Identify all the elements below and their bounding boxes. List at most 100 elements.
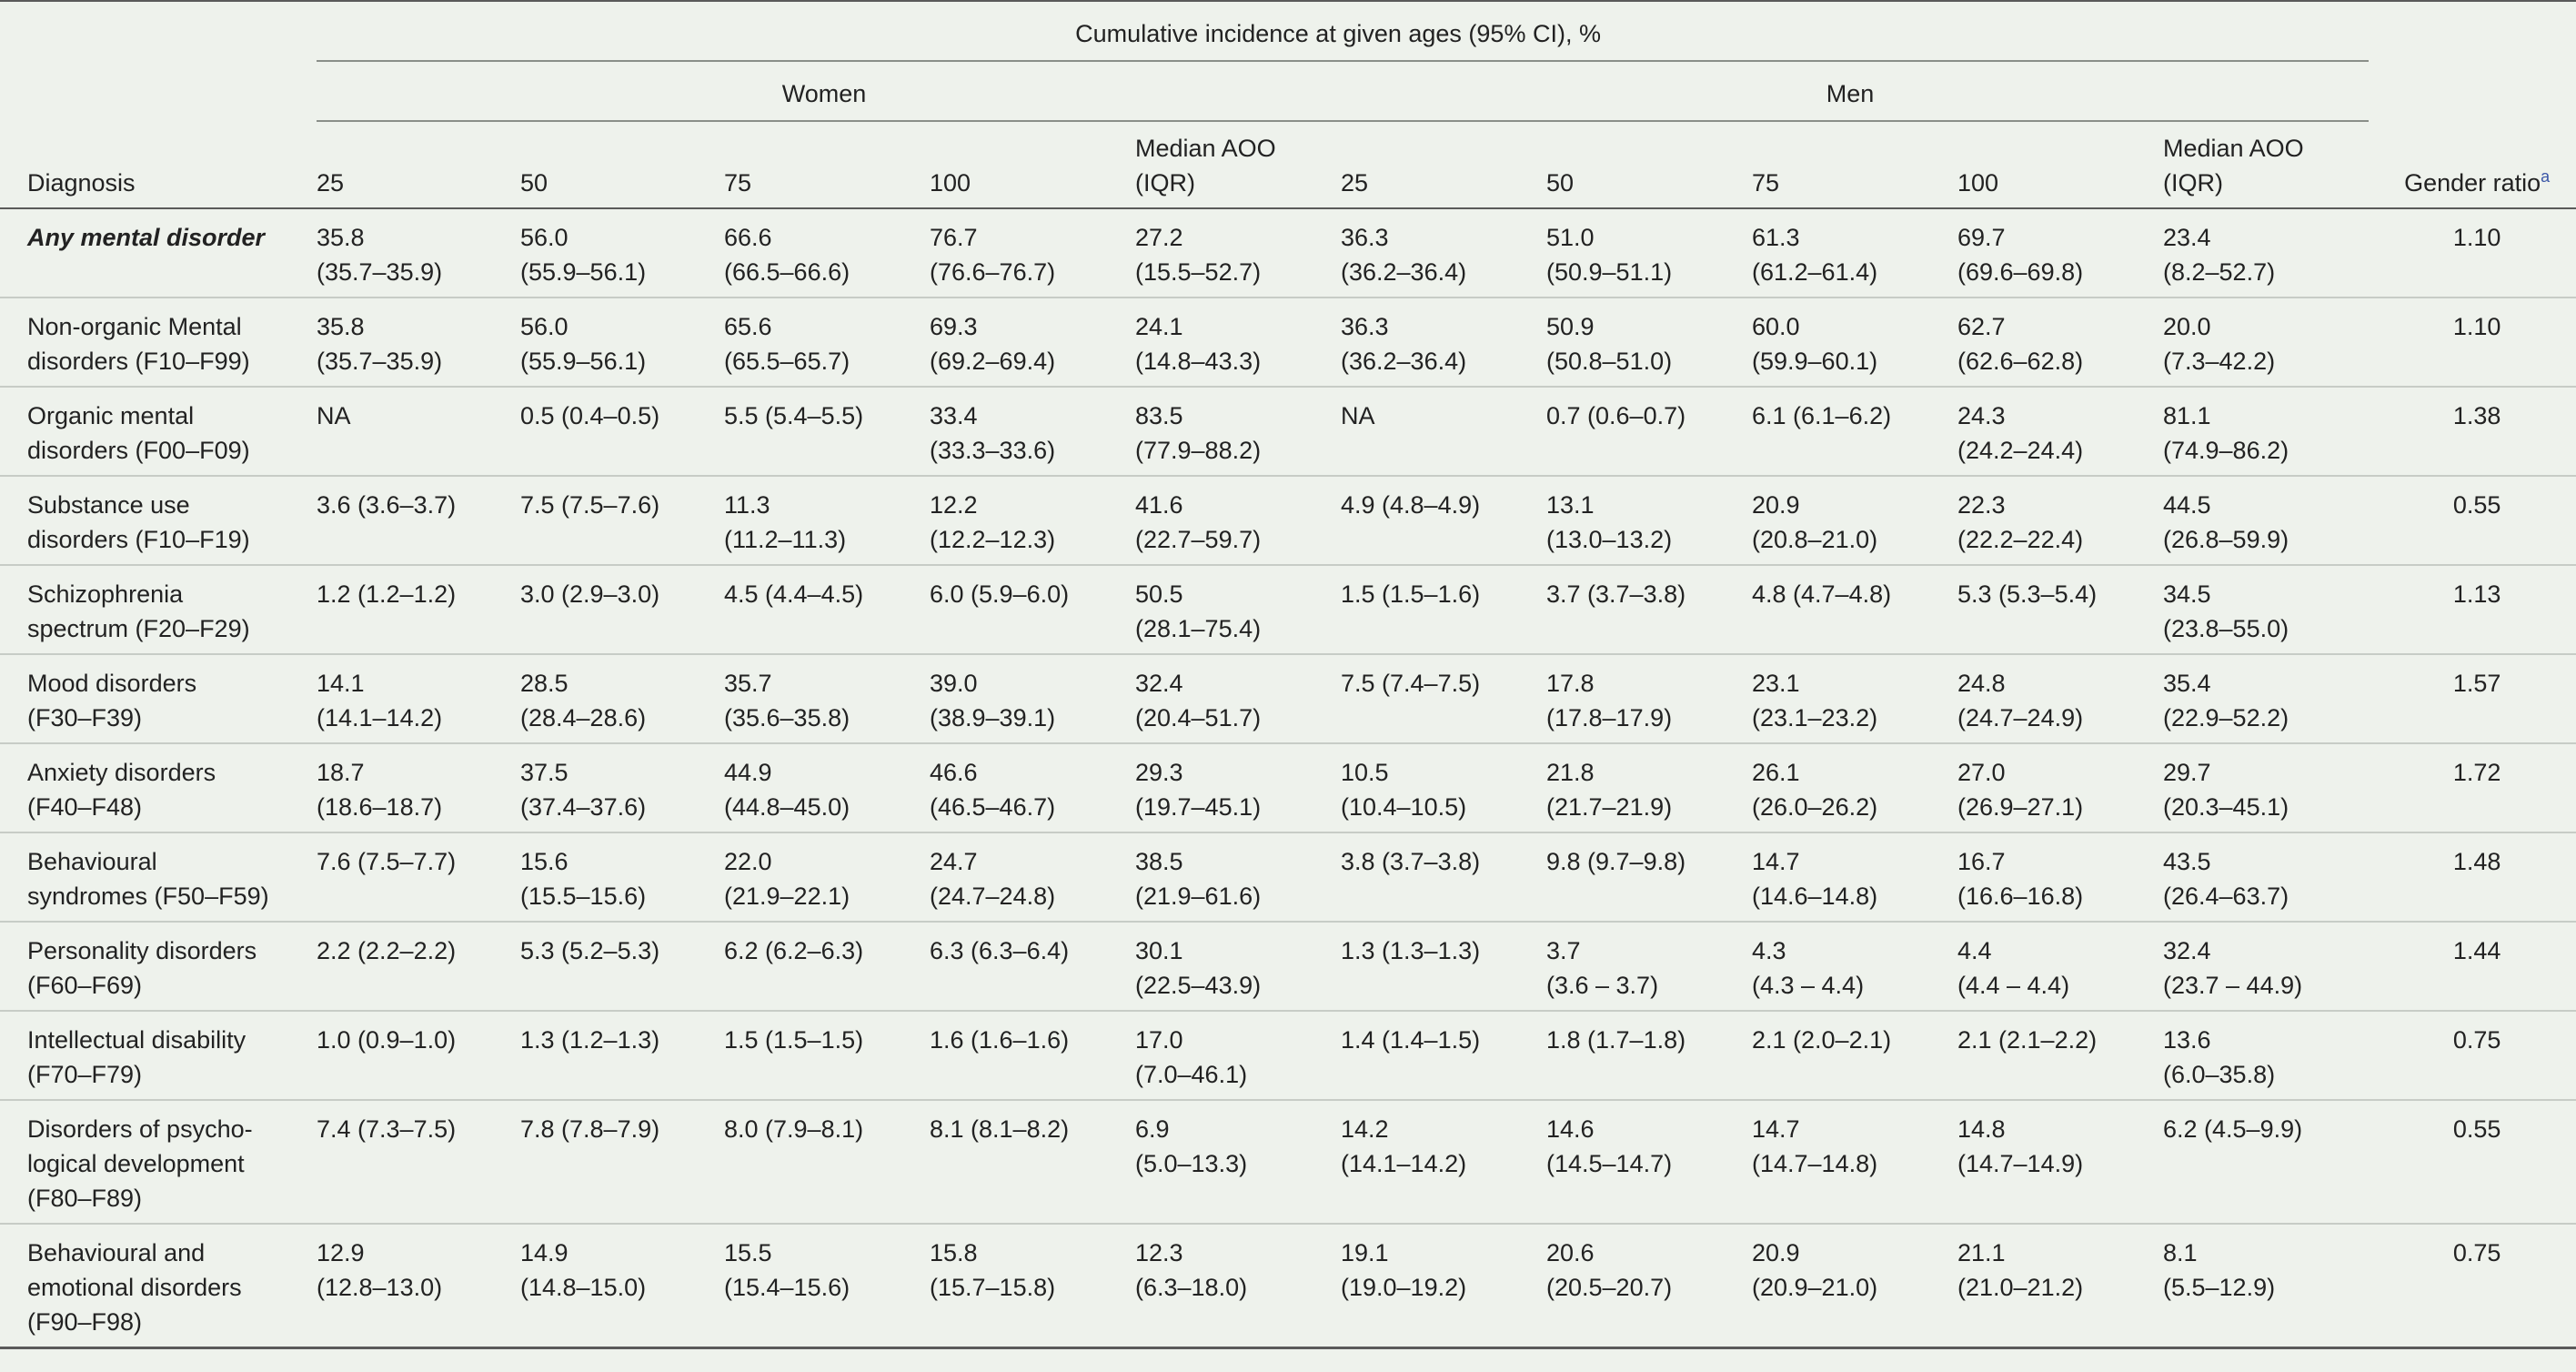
cell-value: 83.5 [1135,402,1183,429]
men-value-cell: 81.1 (74.9–86.2) [2163,387,2369,476]
diagnosis-cell: Anxiety disorders (F40–F48) [0,743,317,832]
cell-value: 41.6 [1135,491,1183,519]
cell-value: 30.1 [1135,937,1183,964]
aoo-header-line2: (IQR) [1135,169,1195,197]
cell-value: (24.7–24.9) [1957,704,2084,731]
cell-value: (33.3–33.6) [930,437,1056,464]
cell-value: (16.6–16.8) [1957,883,2084,910]
diagnosis-label: disorders (F10–F99) [27,348,250,375]
cell-value: 22.0 [724,848,772,875]
diagnosis-label: emotional disorders [27,1274,242,1301]
women-value-cell: 24.7 (24.7–24.8) [930,832,1135,922]
diagnosis-label: Non-organic Mental [27,313,242,340]
cell-value: (24.2–24.4) [1957,437,2084,464]
cell-value: (35.7–35.9) [317,258,443,286]
cell-value: (10.4–10.5) [1341,793,1467,821]
cell-value: 27.0 [1957,759,2006,786]
men-value-cell: 13.1 (13.0–13.2) [1546,476,1752,565]
women-value-cell: 32.4 (20.4–51.7) [1135,654,1341,743]
cell-value: (14.8–15.0) [520,1274,647,1301]
diagnosis-label: Personality disorders [27,937,257,964]
cell-value: 28.5 [520,670,569,697]
men-value-cell: 3.8 (3.7–3.8) [1341,832,1546,922]
diagnosis-label: (F40–F48) [27,793,143,821]
cell-value: 27.2 [1135,224,1183,251]
men-value-cell: 4.3 (4.3 – 4.4) [1752,922,1957,1011]
women-value-cell: 38.5 (21.9–61.6) [1135,832,1341,922]
cell-value: (19.0–19.2) [1341,1274,1467,1301]
men-value-cell: 3.7 (3.7–3.8) [1546,565,1752,654]
diagnosis-label: spectrum (F20–F29) [27,615,250,642]
women-value-cell: 5.5 (5.4–5.5) [724,387,930,476]
women-value-cell: 37.5 (37.4–37.6) [520,743,724,832]
diagnosis-label: Behavioural [27,848,157,875]
column-header-men-median-aoo: Median AOO (IQR) [2163,121,2370,209]
footnote-marker[interactable]: a [2541,167,2551,186]
women-value-cell: 15.8 (15.7–15.8) [930,1224,1135,1348]
diagnosis-label: Substance use [27,491,190,519]
cell-value: 32.4 [2163,937,2211,964]
cell-value: 65.6 [724,313,772,340]
cell-value: 1.2 (1.2–1.2) [317,580,457,608]
diagnosis-cell: Behavioural syndromes (F50–F59) [0,832,317,922]
cell-value: 7.5 (7.4–7.5) [1341,670,1481,697]
column-header-gender-ratio: Gender ratioa [2369,121,2576,209]
cell-value: (6.0–35.8) [2163,1061,2276,1088]
men-value-cell: 9.8 (9.7–9.8) [1546,832,1752,922]
women-value-cell: 65.6 (65.5–65.7) [724,298,930,387]
women-value-cell: 24.1 (14.8–43.3) [1135,298,1341,387]
cell-value: (24.7–24.8) [930,883,1056,910]
cell-value: 50.9 [1546,313,1595,340]
cell-value: 8.0 (7.9–8.1) [724,1115,864,1143]
diagnosis-label: (F30–F39) [27,704,143,731]
cell-value: NA [1341,402,1375,429]
women-value-cell: 39.0 (38.9–39.1) [930,654,1135,743]
diagnosis-label: Schizophrenia [27,580,184,608]
gender-ratio-cell: 1.48 [2452,848,2501,875]
men-value-cell: 4.9 (4.8–4.9) [1341,476,1546,565]
group-header-women: Women [317,61,1341,122]
cell-value: 9.8 (9.7–9.8) [1546,848,1686,875]
cell-value: (22.7–59.7) [1135,526,1262,553]
diagnosis-label: Disorders of psycho- [27,1115,253,1143]
women-value-cell: 22.0 (21.9–22.1) [724,832,930,922]
cell-value: (35.6–35.8) [724,704,850,731]
cell-value: (74.9–86.2) [2163,437,2289,464]
cell-value: 32.4 [1135,670,1183,697]
diagnosis-label: Organic mental [27,402,195,429]
cell-value: 24.8 [1957,670,2006,697]
cell-value: 7.6 (7.5–7.7) [317,848,457,875]
diagnosis-label: Anxiety disorders [27,759,216,786]
men-value-cell: 22.3 (22.2–22.4) [1957,476,2163,565]
cell-value: 1.0 (0.9–1.0) [317,1026,457,1054]
cell-value: 3.7 [1546,937,1581,964]
cell-value: (20.8–21.0) [1752,526,1878,553]
women-value-cell: 4.5 (4.4–4.5) [724,565,930,654]
gender-ratio-cell: 1.57 [2452,670,2501,697]
cell-value: (23.7 – 44.9) [2163,972,2303,999]
table-body: Any mental disorder 35.8 (35.7–35.9) 56.0 (5… [0,208,2576,1348]
cell-value: 3.8 (3.7–3.8) [1341,848,1481,875]
cell-value: (46.5–46.7) [930,793,1056,821]
column-header-women-median-aoo: Median AOO (IQR) [1135,121,1341,209]
cell-value: 69.3 [930,313,978,340]
women-value-cell: 3.0 (2.9–3.0) [520,565,724,654]
group-header-men: Men [1341,61,2370,122]
cell-value: 50.5 [1135,580,1183,608]
women-value-cell: 35.7 (35.6–35.8) [724,654,930,743]
women-value-cell: 29.3 (19.7–45.1) [1135,743,1341,832]
diagnosis-label: (F60–F69) [27,972,143,999]
cell-value: 12.2 [930,491,978,519]
women-value-cell: 7.6 (7.5–7.7) [317,832,520,922]
diagnosis-label: syndromes (F50–F59) [27,883,269,910]
diagnosis-cell: Any mental disorder [0,208,317,298]
cell-value: (62.6–62.8) [1957,348,2084,375]
women-value-cell: 44.9 (44.8–45.0) [724,743,930,832]
column-header-men-50: 50 [1546,121,1752,209]
cell-value: (15.7–15.8) [930,1274,1056,1301]
cell-value: 4.9 (4.8–4.9) [1341,491,1481,519]
women-value-cell: 0.5 (0.4–0.5) [520,387,724,476]
cell-value: (37.4–37.6) [520,793,647,821]
cell-value: (6.3–18.0) [1135,1274,1248,1301]
diagnosis-cell: Behavioural and emotional disorders (F90–F… [0,1224,317,1348]
